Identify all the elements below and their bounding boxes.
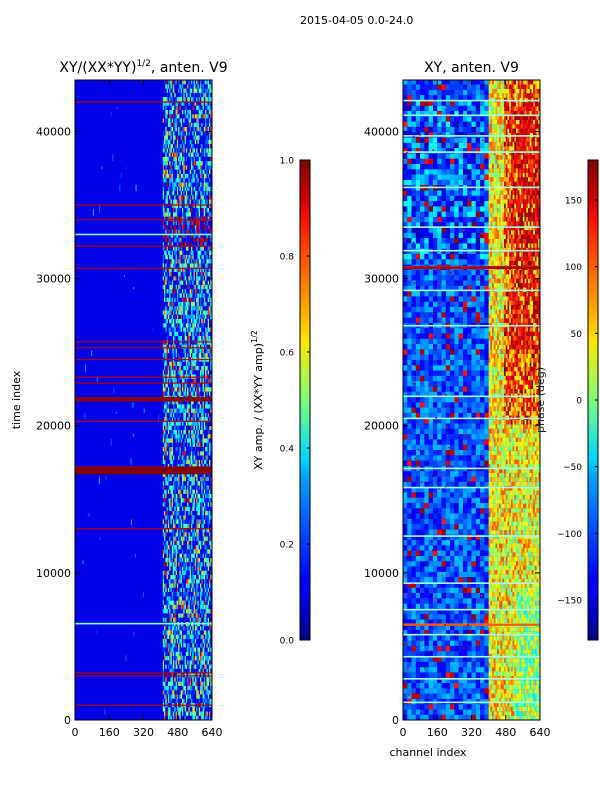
heatmap-cell: [125, 655, 127, 662]
heatmap-cell: [116, 107, 118, 110]
heatmap-cell: [82, 560, 84, 565]
heatmap-cell: [110, 438, 112, 446]
heatmap-cell: [120, 172, 122, 179]
heatmap-cell: [96, 376, 98, 382]
panel-amplitude: XY/(XX*YY)1/2, anten. V9 time index 0100…: [10, 59, 228, 739]
heatmap-cell: [127, 271, 129, 273]
heatmap-cell: [132, 433, 134, 437]
heatmap-cell: [152, 329, 154, 330]
heatmap-cell: [105, 476, 107, 480]
heatmap-cell: [110, 111, 112, 116]
heatmap-cell: [104, 709, 106, 715]
heatmap-cell: [99, 204, 101, 213]
amplitude-heatmap: [75, 80, 212, 720]
heatmap-cell: [101, 166, 103, 170]
heatmap-cell: [130, 457, 132, 465]
heatmap-cell: [133, 287, 135, 290]
heatmap-cell: [96, 629, 98, 635]
heatmap-cell: [142, 591, 144, 597]
heatmap-cell: [119, 184, 121, 192]
heatmap-cell: [110, 443, 111, 445]
heatmap-cell: [123, 275, 125, 277]
heatmap-cell: [88, 513, 90, 517]
heatmap-cell: [115, 411, 117, 414]
heatmap-cell: [92, 208, 94, 216]
heatmap-cell: [158, 414, 160, 421]
heatmap-cell: [85, 364, 87, 373]
heatmap-cell: [131, 519, 132, 525]
heatmap-cell: [113, 387, 115, 394]
heatmap-cell: [125, 166, 127, 170]
heatmap-cell: [84, 412, 86, 419]
heatmap-cell: [112, 154, 114, 162]
heatmap-cell: [99, 536, 101, 541]
heatmap-cell: [134, 553, 136, 558]
heatmap-cell: [143, 408, 145, 414]
heatmap-cell: [135, 184, 137, 192]
heatmap-cell: [133, 631, 135, 637]
heatmap-cell: [98, 476, 100, 485]
heatmap-cell: [91, 350, 93, 356]
heatmap-cell: [132, 402, 134, 408]
figure-suptitle: 2015-04-05 0.0-24.0: [300, 14, 414, 27]
